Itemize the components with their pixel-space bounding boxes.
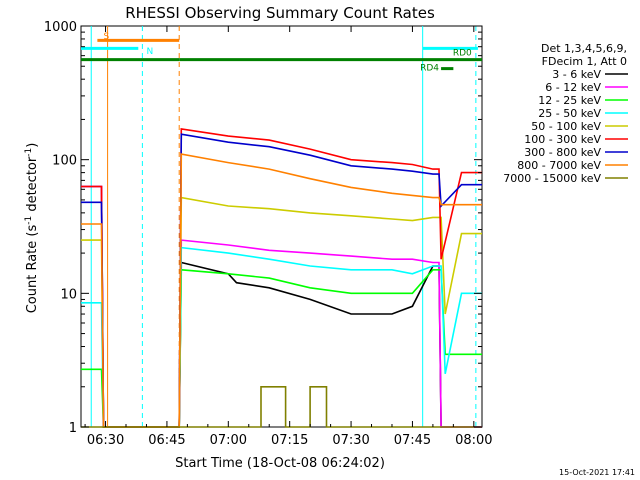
y-tick-label: 10 — [60, 287, 77, 302]
legend-label: 100 - 300 keV — [524, 133, 601, 146]
flag-label: S — [104, 32, 110, 42]
legend-label: 800 - 7000 keV — [517, 159, 601, 172]
x-tick-label: 06:45 — [148, 433, 185, 448]
chart-title: RHESSI Observing Summary Count Rates — [125, 4, 435, 22]
series-line-4 — [81, 196, 482, 428]
x-tick-label: 07:00 — [210, 433, 247, 448]
series-line-1 — [81, 185, 482, 428]
flag-label: RD4 — [420, 63, 439, 73]
legend-header: FDecim 1, Att 0 — [542, 55, 627, 68]
legend-label: 300 - 800 keV — [524, 146, 601, 159]
x-tick-label: 07:30 — [332, 433, 369, 448]
y-tick-label: 1 — [69, 421, 77, 436]
legend: Det 1,3,4,5,6,9,FDecim 1, Att 03 - 6 keV… — [503, 42, 628, 185]
legend-label: 25 - 50 keV — [538, 107, 601, 120]
legend-label: 6 - 12 keV — [545, 81, 601, 94]
x-axis: 06:30 06:45 07:00 07:15 07:30 07:45 08:00 — [84, 26, 493, 448]
series-line-8 — [81, 386, 482, 428]
x-axis-label: Start Time (18-Oct-08 06:24:02) — [175, 456, 385, 471]
x-tick-label: 08:00 — [455, 433, 492, 448]
series-line-0 — [81, 185, 482, 428]
legend-label: 7000 - 15000 keV — [503, 172, 601, 185]
y-tick-label: 1000 — [44, 20, 77, 35]
legend-label: 50 - 100 keV — [531, 120, 601, 133]
x-tick-label: 06:30 — [87, 433, 124, 448]
series-line-5 — [81, 127, 482, 428]
series-line-2 — [81, 268, 482, 428]
x-tick-label: 07:15 — [271, 433, 308, 448]
timestamp: 15-Oct-2021 17:41 — [559, 468, 635, 477]
legend-header: Det 1,3,4,5,6,9, — [541, 42, 627, 55]
plot-frame — [80, 25, 483, 428]
series-line-3 — [81, 246, 482, 428]
legend-label: 3 - 6 keV — [552, 68, 601, 81]
x-tick-label: 07:45 — [394, 433, 431, 448]
y-axis-label: Count Rate (s-1 detector-1) — [24, 143, 40, 314]
legend-label: 12 - 25 keV — [538, 94, 601, 107]
plot-area: S N RD0 RD4 — [80, 25, 483, 428]
y-axis: 1 10 100 1000 — [44, 20, 482, 436]
y-tick-label: 100 — [52, 154, 77, 169]
flag-label: RD0 — [453, 49, 472, 59]
flag-label: N — [146, 47, 153, 57]
